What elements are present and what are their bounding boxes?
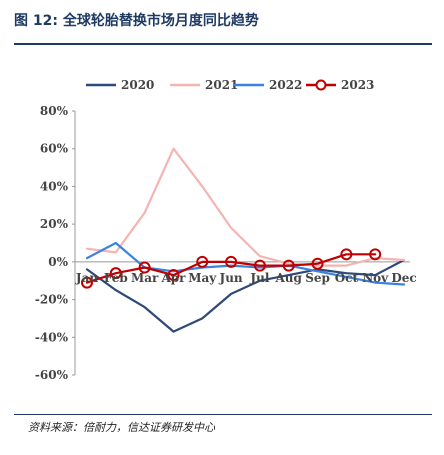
x-tick-label: Oct (335, 271, 359, 285)
series-2022 (85, 241, 406, 286)
data-point-2023 (109, 267, 122, 280)
x-tick-label: Jun (219, 271, 243, 285)
legend-label-2021: 2021 (205, 78, 238, 92)
x-tick-label: May (188, 271, 217, 285)
y-tick-label: 40% (40, 179, 69, 193)
x-tick-label: Aug (275, 271, 303, 285)
series-2020 (85, 258, 406, 333)
legend-label-2022: 2022 (269, 78, 302, 92)
x-tick-label: Sep (305, 271, 330, 285)
data-point-2023 (196, 255, 209, 268)
x-tick-label: Jul (249, 271, 269, 285)
source-note: 资料来源：倍耐力，信达证券研发中心 (28, 421, 215, 434)
chart-legend: 2020 2021 2022 2023 (86, 78, 374, 92)
data-point-2023 (81, 276, 93, 289)
legend-marker-2023 (315, 79, 327, 91)
x-axis-labels: Jan Feb Mar Apr May Jun Jul Aug Sep Oct Nov Dec (75, 271, 417, 285)
title-divider (14, 43, 432, 45)
data-point-2023 (282, 259, 295, 272)
x-tick-label: Nov (362, 271, 389, 285)
x-tick-label: Dec (391, 271, 416, 285)
source-divider (14, 414, 432, 415)
figure-title: 图 12: 全球轮胎替换市场月度同比趋势 (14, 13, 259, 29)
data-point-2023 (253, 259, 266, 272)
y-tick-label: -60% (35, 368, 69, 382)
y-tick-label: 60% (40, 142, 69, 156)
y-tick-label: -40% (35, 330, 69, 344)
x-tick-label: Feb (104, 271, 128, 285)
y-tick-label: 20% (40, 217, 69, 231)
series-line-2022 (85, 241, 406, 286)
chart-axes: -60% -40% -20% 0% 20% 40% 60% 80% (35, 104, 410, 382)
data-point-2023 (138, 261, 151, 274)
series-2023 (81, 248, 382, 289)
data-point-2023 (167, 269, 180, 282)
x-tick-label: Apr (160, 271, 186, 285)
y-tick-label: 0% (48, 255, 68, 269)
series-line-2023 (85, 253, 377, 284)
legend-label-2023: 2023 (341, 78, 374, 92)
y-tick-label: -20% (35, 293, 69, 307)
x-tick-label: Jan (75, 271, 98, 285)
data-point-2023 (225, 255, 238, 268)
data-point-2023 (369, 248, 382, 261)
series-line-2021 (85, 147, 406, 267)
chart-series (81, 147, 406, 333)
y-tick-label: 80% (40, 104, 69, 118)
series-2021 (85, 147, 406, 267)
legend-label-2020: 2020 (121, 78, 154, 92)
x-tick-label: Mar (131, 271, 159, 285)
data-point-2023 (311, 257, 324, 270)
series-line-2020 (85, 258, 406, 333)
data-point-2023 (340, 248, 353, 261)
